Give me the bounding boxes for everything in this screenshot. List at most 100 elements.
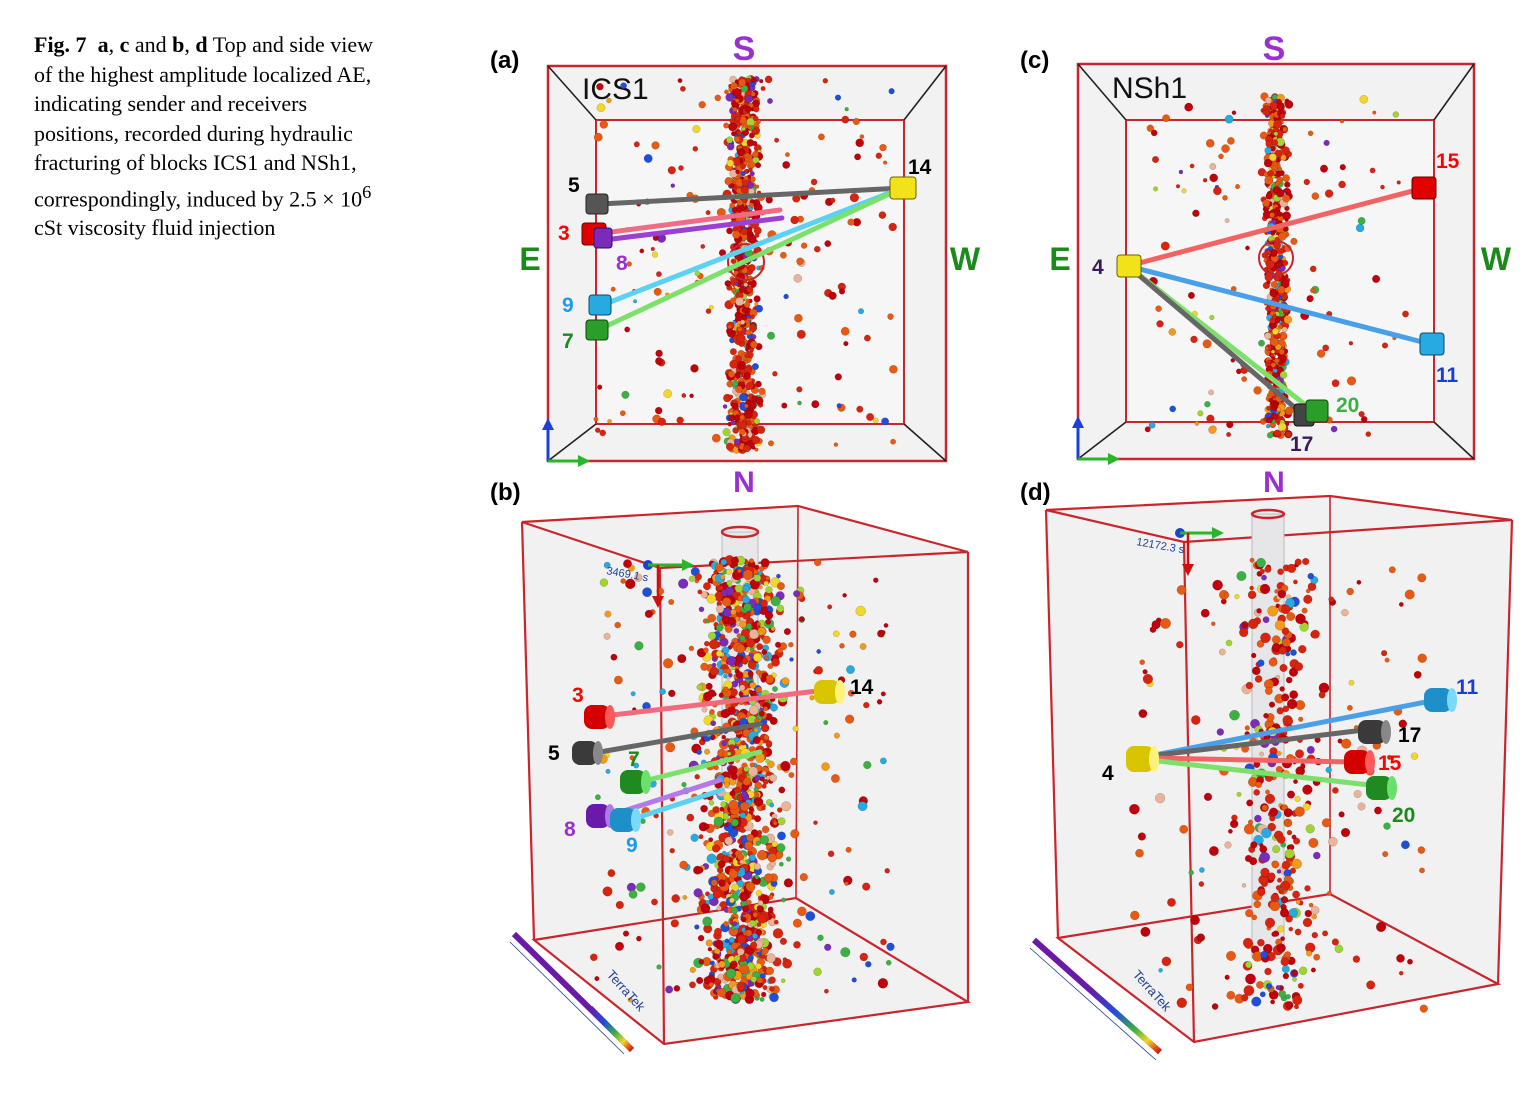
panel-a-event-cloud [593,75,898,455]
ae-event-marker [744,352,750,359]
ae-event-marker [735,671,744,679]
ae-event-marker [1357,802,1366,811]
ae-event-marker [752,652,763,663]
ae-event-marker [681,393,687,398]
ae-event-marker [694,270,701,277]
ae-event-marker [706,593,717,604]
ae-event-marker [712,806,720,814]
panel-d-sensor-4 [1126,746,1159,772]
ae-event-marker [754,564,760,570]
ae-event-marker [737,420,747,430]
ae-event-marker [793,274,803,283]
ae-event-marker [1417,653,1427,663]
ae-event-marker [607,419,612,424]
panel-c-label-17: 17 [1290,433,1313,456]
ae-event-marker [723,921,729,927]
ae-event-marker [723,673,728,679]
ae-event-marker [1291,834,1297,840]
ae-event-marker [1306,745,1315,754]
ae-event-marker [1402,310,1409,318]
ae-event-marker [1380,184,1385,190]
ae-event-marker [737,568,742,574]
ae-event-marker [755,840,762,846]
ae-event-marker [720,574,726,580]
ae-event-marker [1255,781,1263,789]
panel-d-time-colorbar [1029,937,1162,1061]
ae-event-marker [744,841,754,850]
ae-event-marker [823,720,829,726]
ae-event-marker [855,138,865,148]
ae-event-marker [1274,180,1281,187]
ae-event-marker [813,820,818,826]
ae-event-marker [1212,579,1223,591]
panel-b-sensor-14 [814,680,845,704]
ae-event-marker [747,124,753,130]
ae-event-marker [1245,973,1256,985]
ae-event-marker [731,907,739,914]
ae-event-marker [740,791,748,798]
ae-event-marker [1226,420,1234,429]
panel-b-label-9: 9 [626,834,638,857]
ae-event-marker [1221,144,1230,153]
ae-event-marker [614,621,622,629]
ae-event-marker [1155,305,1162,313]
ae-event-marker [1269,807,1279,817]
ae-event-marker [1353,789,1362,799]
ae-event-marker [705,939,713,947]
ae-event-marker [766,331,776,340]
ae-event-marker [1160,241,1170,251]
ae-event-marker [830,774,840,783]
ae-event-marker [694,924,700,930]
ae-event-marker [1190,915,1200,926]
ae-event-marker [863,760,872,770]
ae-event-marker [1260,867,1270,878]
ae-event-marker [708,800,715,806]
ae-event-marker [1341,738,1352,749]
ae-event-marker [1175,184,1181,189]
ae-event-marker [845,846,852,853]
ae-event-marker [792,725,799,732]
ae-event-marker [1202,177,1208,183]
panel-c-label: (c) [1020,47,1049,74]
ae-event-marker [1211,1003,1219,1010]
ae-event-marker [796,329,806,339]
ae-event-marker [1251,996,1262,1007]
ae-event-marker [726,143,735,151]
ae-event-marker [735,297,745,307]
ae-event-marker [763,706,769,712]
ae-event-marker [770,596,781,607]
ae-event-marker [1249,585,1254,591]
ae-event-marker [1284,951,1292,958]
ae-event-marker [1161,956,1172,967]
ae-event-marker [721,734,727,740]
panel-c-sensor-20 [1305,399,1329,423]
ae-event-marker [1282,705,1290,713]
ae-event-marker [732,921,738,927]
ae-event-marker [1263,158,1273,168]
ae-event-marker [887,313,894,320]
ae-event-marker [1269,212,1276,218]
ae-event-marker [1386,754,1393,760]
caption-sep: , [108,32,120,57]
ae-event-marker [719,633,726,640]
ae-event-marker [727,616,737,626]
ae-event-marker [827,604,833,610]
ae-event-marker [596,82,604,91]
ae-event-marker [1267,605,1279,617]
ae-event-marker [753,574,762,582]
ae-event-marker [805,911,816,922]
ae-event-marker [1135,848,1144,858]
ae-event-marker [752,99,761,107]
ae-event-marker [769,802,775,808]
panel-b: (b) 3 5 [490,479,972,1055]
ae-event-marker [735,643,746,654]
ae-event-marker [710,879,718,887]
ae-event-marker [1224,218,1230,224]
ae-event-marker [754,815,762,823]
ae-event-marker [1310,629,1320,639]
ae-event-marker [1256,608,1262,614]
ae-event-marker [708,304,714,310]
ae-event-marker [750,829,759,837]
ae-event-marker [701,706,708,713]
ae-event-marker [721,850,727,856]
